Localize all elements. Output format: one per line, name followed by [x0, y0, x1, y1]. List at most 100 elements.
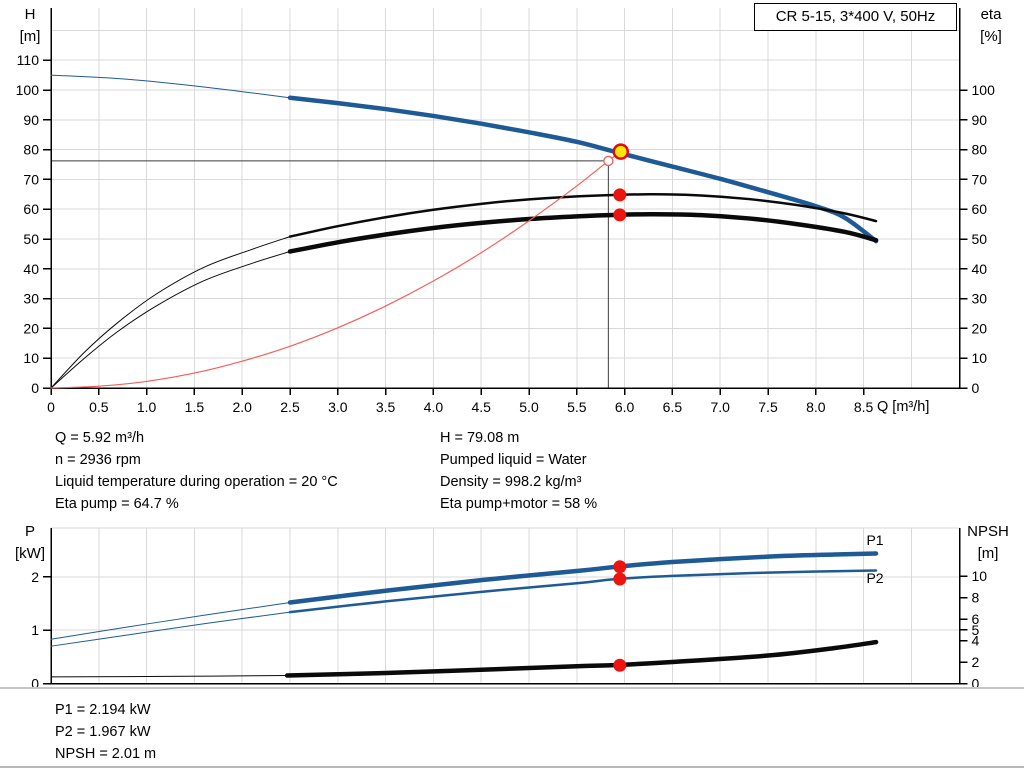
- svg-text:3.0: 3.0: [328, 399, 348, 415]
- p1-curve-label: P1: [866, 532, 883, 548]
- duty-info-left-column: Q = 5.92 m³/h n = 2936 rpm Liquid temper…: [55, 427, 338, 515]
- pump-curve-thin: [50, 74, 291, 99]
- svg-text:1: 1: [31, 622, 39, 638]
- svg-text:0: 0: [31, 380, 39, 396]
- info-density: Density = 998.2 kg/m³: [440, 474, 582, 490]
- svg-text:60: 60: [972, 201, 988, 217]
- svg-text:2: 2: [972, 654, 980, 670]
- info-h: H = 79.08 m: [440, 430, 520, 446]
- svg-text:10: 10: [23, 350, 39, 366]
- p-axis-title-unit: [kW]: [15, 545, 45, 562]
- svg-text:6: 6: [972, 611, 980, 627]
- pump-curve: [287, 95, 879, 244]
- p2-curve: [288, 569, 878, 614]
- operating-point-dot: [613, 658, 627, 672]
- result-npsh: NPSH = 2.01 m: [55, 746, 157, 762]
- svg-text:90: 90: [23, 112, 39, 128]
- eta-pump-motor-curve: [287, 212, 879, 254]
- h-axis-title-unit: [m]: [19, 28, 41, 45]
- p-axis-title: P [kW]: [4, 521, 56, 565]
- svg-text:5.0: 5.0: [519, 399, 539, 415]
- info-eta-pump-motor: Eta pump+motor = 58 %: [440, 496, 598, 512]
- npsh-curve: [284, 639, 879, 678]
- svg-text:50: 50: [23, 231, 39, 247]
- svg-text:8.0: 8.0: [806, 399, 826, 415]
- requested-duty-point[interactable]: [603, 155, 614, 167]
- bottom-divider-line: [0, 766, 1024, 768]
- svg-text:20: 20: [972, 320, 988, 336]
- svg-text:5.5: 5.5: [567, 399, 587, 415]
- operating-point-dot: [613, 560, 627, 574]
- system-curve: [50, 151, 622, 389]
- eta-axis-title-symbol: eta: [980, 6, 1002, 23]
- svg-text:6.5: 6.5: [663, 399, 683, 415]
- h-axis-title: H [m]: [4, 4, 56, 48]
- svg-text:8.5: 8.5: [854, 399, 874, 415]
- p1-curve-thin: [50, 601, 291, 640]
- svg-text:3.5: 3.5: [376, 399, 396, 415]
- p2-curve-label: P2: [866, 570, 883, 586]
- svg-text:4.0: 4.0: [424, 399, 444, 415]
- svg-text:10: 10: [972, 350, 988, 366]
- npsh-axis-title-symbol: NPSH: [967, 523, 1009, 540]
- svg-text:7.0: 7.0: [710, 399, 730, 415]
- svg-text:8: 8: [972, 590, 980, 606]
- q-axis-title: Q [m³/h]: [877, 399, 930, 415]
- duty-info-right-column: H = 79.08 m Pumped liquid = Water Densit…: [440, 427, 597, 515]
- info-liquid-temperature: Liquid temperature during operation = 20…: [55, 474, 338, 490]
- eta-axis-title-unit: [%]: [980, 28, 1002, 45]
- svg-text:7.5: 7.5: [758, 399, 778, 415]
- results-column: P1 = 2.194 kW P2 = 1.967 kW NPSH = 2.01 …: [55, 699, 156, 765]
- info-pumped-liquid: Pumped liquid = Water: [440, 452, 587, 468]
- svg-text:6.0: 6.0: [615, 399, 635, 415]
- svg-text:0: 0: [972, 380, 980, 396]
- h-axis-title-symbol: H: [24, 6, 36, 23]
- svg-text:30: 30: [972, 291, 988, 307]
- npsh-curve-thin: [50, 675, 288, 678]
- info-speed: n = 2936 rpm: [55, 452, 141, 468]
- power-npsh-chart: 0 1 2 0 2 456 8 10 P1 P2: [31, 527, 987, 692]
- svg-text:1.0: 1.0: [137, 399, 157, 415]
- eta-axis-title: eta [%]: [962, 4, 1020, 48]
- svg-text:4.5: 4.5: [471, 399, 491, 415]
- svg-text:0.5: 0.5: [89, 399, 109, 415]
- svg-text:40: 40: [972, 261, 988, 277]
- result-p1: P1 = 2.194 kW: [55, 702, 151, 718]
- svg-text:110: 110: [17, 52, 40, 68]
- svg-text:80: 80: [972, 142, 988, 158]
- svg-text:0: 0: [47, 399, 55, 415]
- svg-text:5: 5: [972, 622, 980, 638]
- svg-text:0: 0: [972, 676, 980, 692]
- svg-text:70: 70: [23, 171, 39, 187]
- npsh-axis-title-unit: [m]: [977, 545, 999, 562]
- svg-text:50: 50: [972, 231, 988, 247]
- svg-text:100: 100: [972, 82, 996, 98]
- info-eta-pump: Eta pump = 64.7 %: [55, 496, 179, 512]
- chart-section-divider-line: [0, 687, 1024, 689]
- svg-text:90: 90: [972, 112, 988, 128]
- operating-point-dot: [613, 208, 627, 222]
- svg-text:2.5: 2.5: [280, 399, 300, 415]
- head-efficiency-chart: 0 10 20 30 40 50 60 70 80 90 100 110 0 10 20 30 40 50 60 70…: [16, 8, 995, 415]
- svg-text:4: 4: [972, 633, 980, 649]
- svg-text:20: 20: [23, 320, 39, 336]
- pump-title-box: CR 5-15, 3*400 V, 50Hz: [754, 3, 957, 31]
- operating-point-dot: [613, 188, 627, 202]
- info-q: Q = 5.92 m³/h: [55, 430, 145, 446]
- svg-text:80: 80: [23, 142, 39, 158]
- p2-curve-thin: [50, 611, 291, 647]
- svg-text:60: 60: [23, 201, 39, 217]
- eta-pump-motor-curve-thin: [50, 251, 291, 389]
- svg-text:100: 100: [16, 82, 40, 98]
- p1-curve: [287, 551, 879, 605]
- svg-text:2: 2: [31, 569, 39, 585]
- operating-point-dot: [613, 572, 627, 586]
- svg-text:2.0: 2.0: [232, 399, 252, 415]
- svg-text:30: 30: [23, 291, 39, 307]
- duty-point-marker[interactable]: [612, 143, 630, 160]
- result-p2: P2 = 1.967 kW: [55, 724, 151, 740]
- svg-text:40: 40: [23, 261, 39, 277]
- eta-pump-curve: [288, 193, 878, 238]
